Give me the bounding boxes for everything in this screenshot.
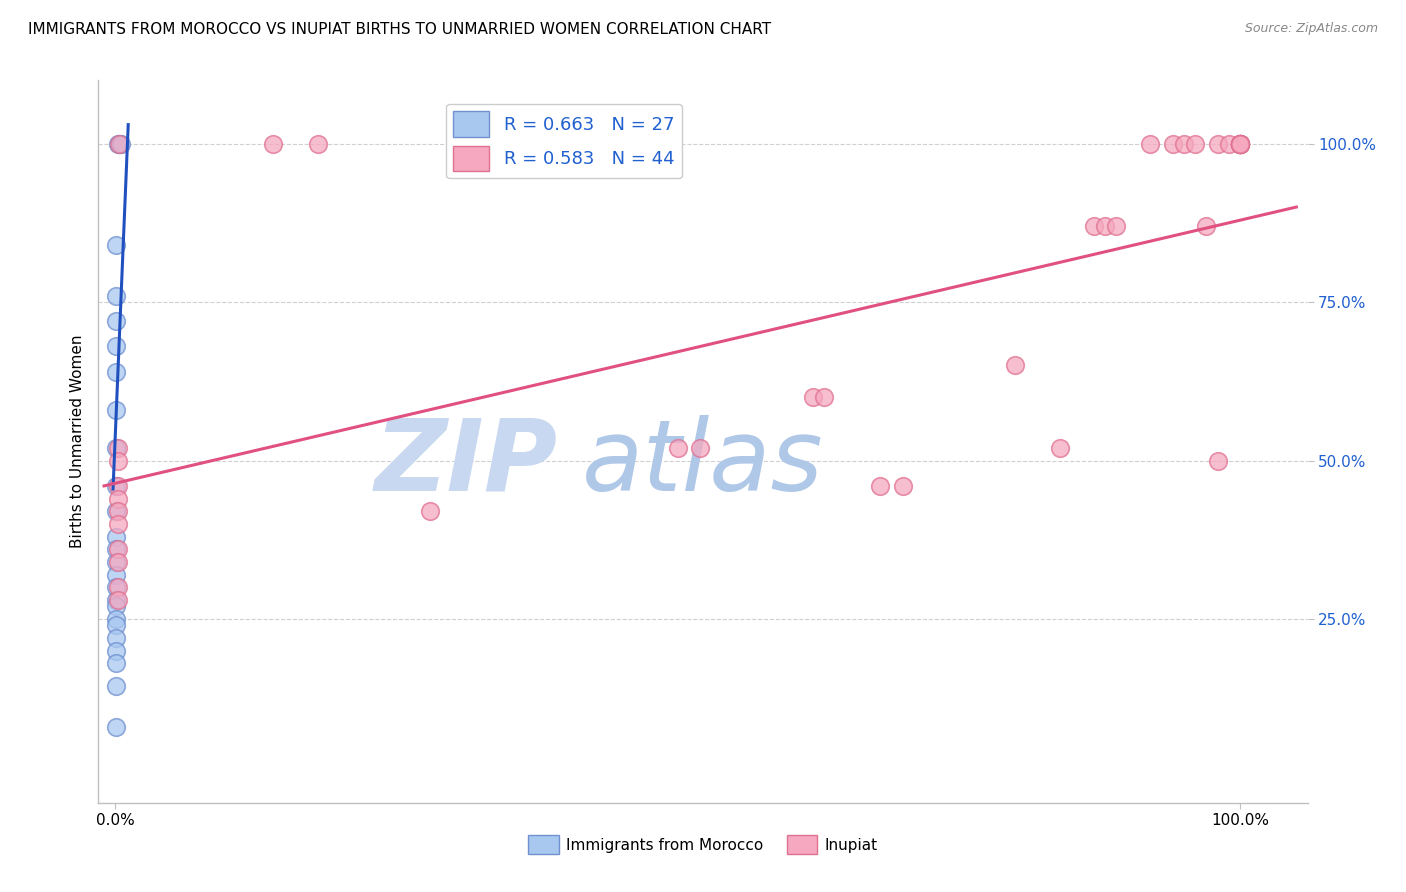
Point bbox=[105, 720, 128, 734]
Point bbox=[1206, 453, 1229, 467]
Point bbox=[891, 479, 914, 493]
Point bbox=[1105, 219, 1128, 233]
Point bbox=[689, 441, 711, 455]
Point bbox=[1229, 136, 1251, 151]
Point bbox=[110, 136, 132, 151]
Point bbox=[105, 339, 128, 353]
Point bbox=[107, 453, 129, 467]
Point bbox=[1139, 136, 1161, 151]
Point bbox=[1083, 219, 1105, 233]
Point bbox=[107, 542, 129, 557]
Point bbox=[1195, 219, 1218, 233]
Point bbox=[105, 238, 128, 252]
Point bbox=[813, 390, 835, 404]
Point bbox=[1094, 219, 1116, 233]
Point bbox=[1229, 136, 1251, 151]
Point bbox=[419, 504, 441, 518]
Point bbox=[105, 631, 128, 645]
Point bbox=[1173, 136, 1195, 151]
Point bbox=[1229, 136, 1251, 151]
Point bbox=[307, 136, 329, 151]
Text: IMMIGRANTS FROM MOROCCO VS INUPIAT BIRTHS TO UNMARRIED WOMEN CORRELATION CHART: IMMIGRANTS FROM MOROCCO VS INUPIAT BIRTH… bbox=[28, 22, 772, 37]
Point bbox=[1229, 136, 1251, 151]
Point bbox=[107, 441, 129, 455]
Point bbox=[105, 441, 128, 455]
Legend: Immigrants from Morocco, Inupiat: Immigrants from Morocco, Inupiat bbox=[522, 830, 884, 860]
Point bbox=[105, 612, 128, 626]
Point bbox=[105, 542, 128, 557]
Point bbox=[105, 402, 128, 417]
Point bbox=[666, 441, 689, 455]
Point bbox=[107, 136, 129, 151]
Point bbox=[105, 593, 128, 607]
Point bbox=[107, 580, 129, 594]
Point bbox=[1161, 136, 1184, 151]
Y-axis label: Births to Unmarried Women: Births to Unmarried Women bbox=[69, 334, 84, 549]
Point bbox=[262, 136, 284, 151]
Point bbox=[1218, 136, 1240, 151]
Point bbox=[105, 365, 128, 379]
Point bbox=[107, 136, 129, 151]
Point bbox=[107, 555, 129, 569]
Point bbox=[1184, 136, 1206, 151]
Point bbox=[105, 289, 128, 303]
Point bbox=[105, 618, 128, 632]
Point bbox=[105, 567, 128, 582]
Point bbox=[105, 504, 128, 518]
Point bbox=[105, 479, 128, 493]
Point bbox=[1004, 359, 1026, 373]
Point bbox=[1229, 136, 1251, 151]
Point bbox=[869, 479, 891, 493]
Point bbox=[1229, 136, 1251, 151]
Point bbox=[1206, 136, 1229, 151]
Point bbox=[107, 136, 129, 151]
Point bbox=[107, 491, 129, 506]
Point bbox=[105, 314, 128, 328]
Point bbox=[107, 593, 129, 607]
Point bbox=[107, 504, 129, 518]
Point bbox=[105, 679, 128, 693]
Point bbox=[1229, 136, 1251, 151]
Text: ZIP: ZIP bbox=[375, 415, 558, 512]
Text: atlas: atlas bbox=[582, 415, 824, 512]
Point bbox=[105, 599, 128, 614]
Point bbox=[1229, 136, 1251, 151]
Point bbox=[1229, 136, 1251, 151]
Point bbox=[108, 136, 131, 151]
Point bbox=[105, 555, 128, 569]
Point bbox=[105, 657, 128, 671]
Point bbox=[801, 390, 824, 404]
Text: Source: ZipAtlas.com: Source: ZipAtlas.com bbox=[1244, 22, 1378, 36]
Point bbox=[107, 516, 129, 531]
Point bbox=[107, 479, 129, 493]
Point bbox=[105, 580, 128, 594]
Point bbox=[1049, 441, 1071, 455]
Point bbox=[105, 530, 128, 544]
Point bbox=[105, 643, 128, 657]
Point bbox=[1229, 136, 1251, 151]
Point bbox=[1229, 136, 1251, 151]
